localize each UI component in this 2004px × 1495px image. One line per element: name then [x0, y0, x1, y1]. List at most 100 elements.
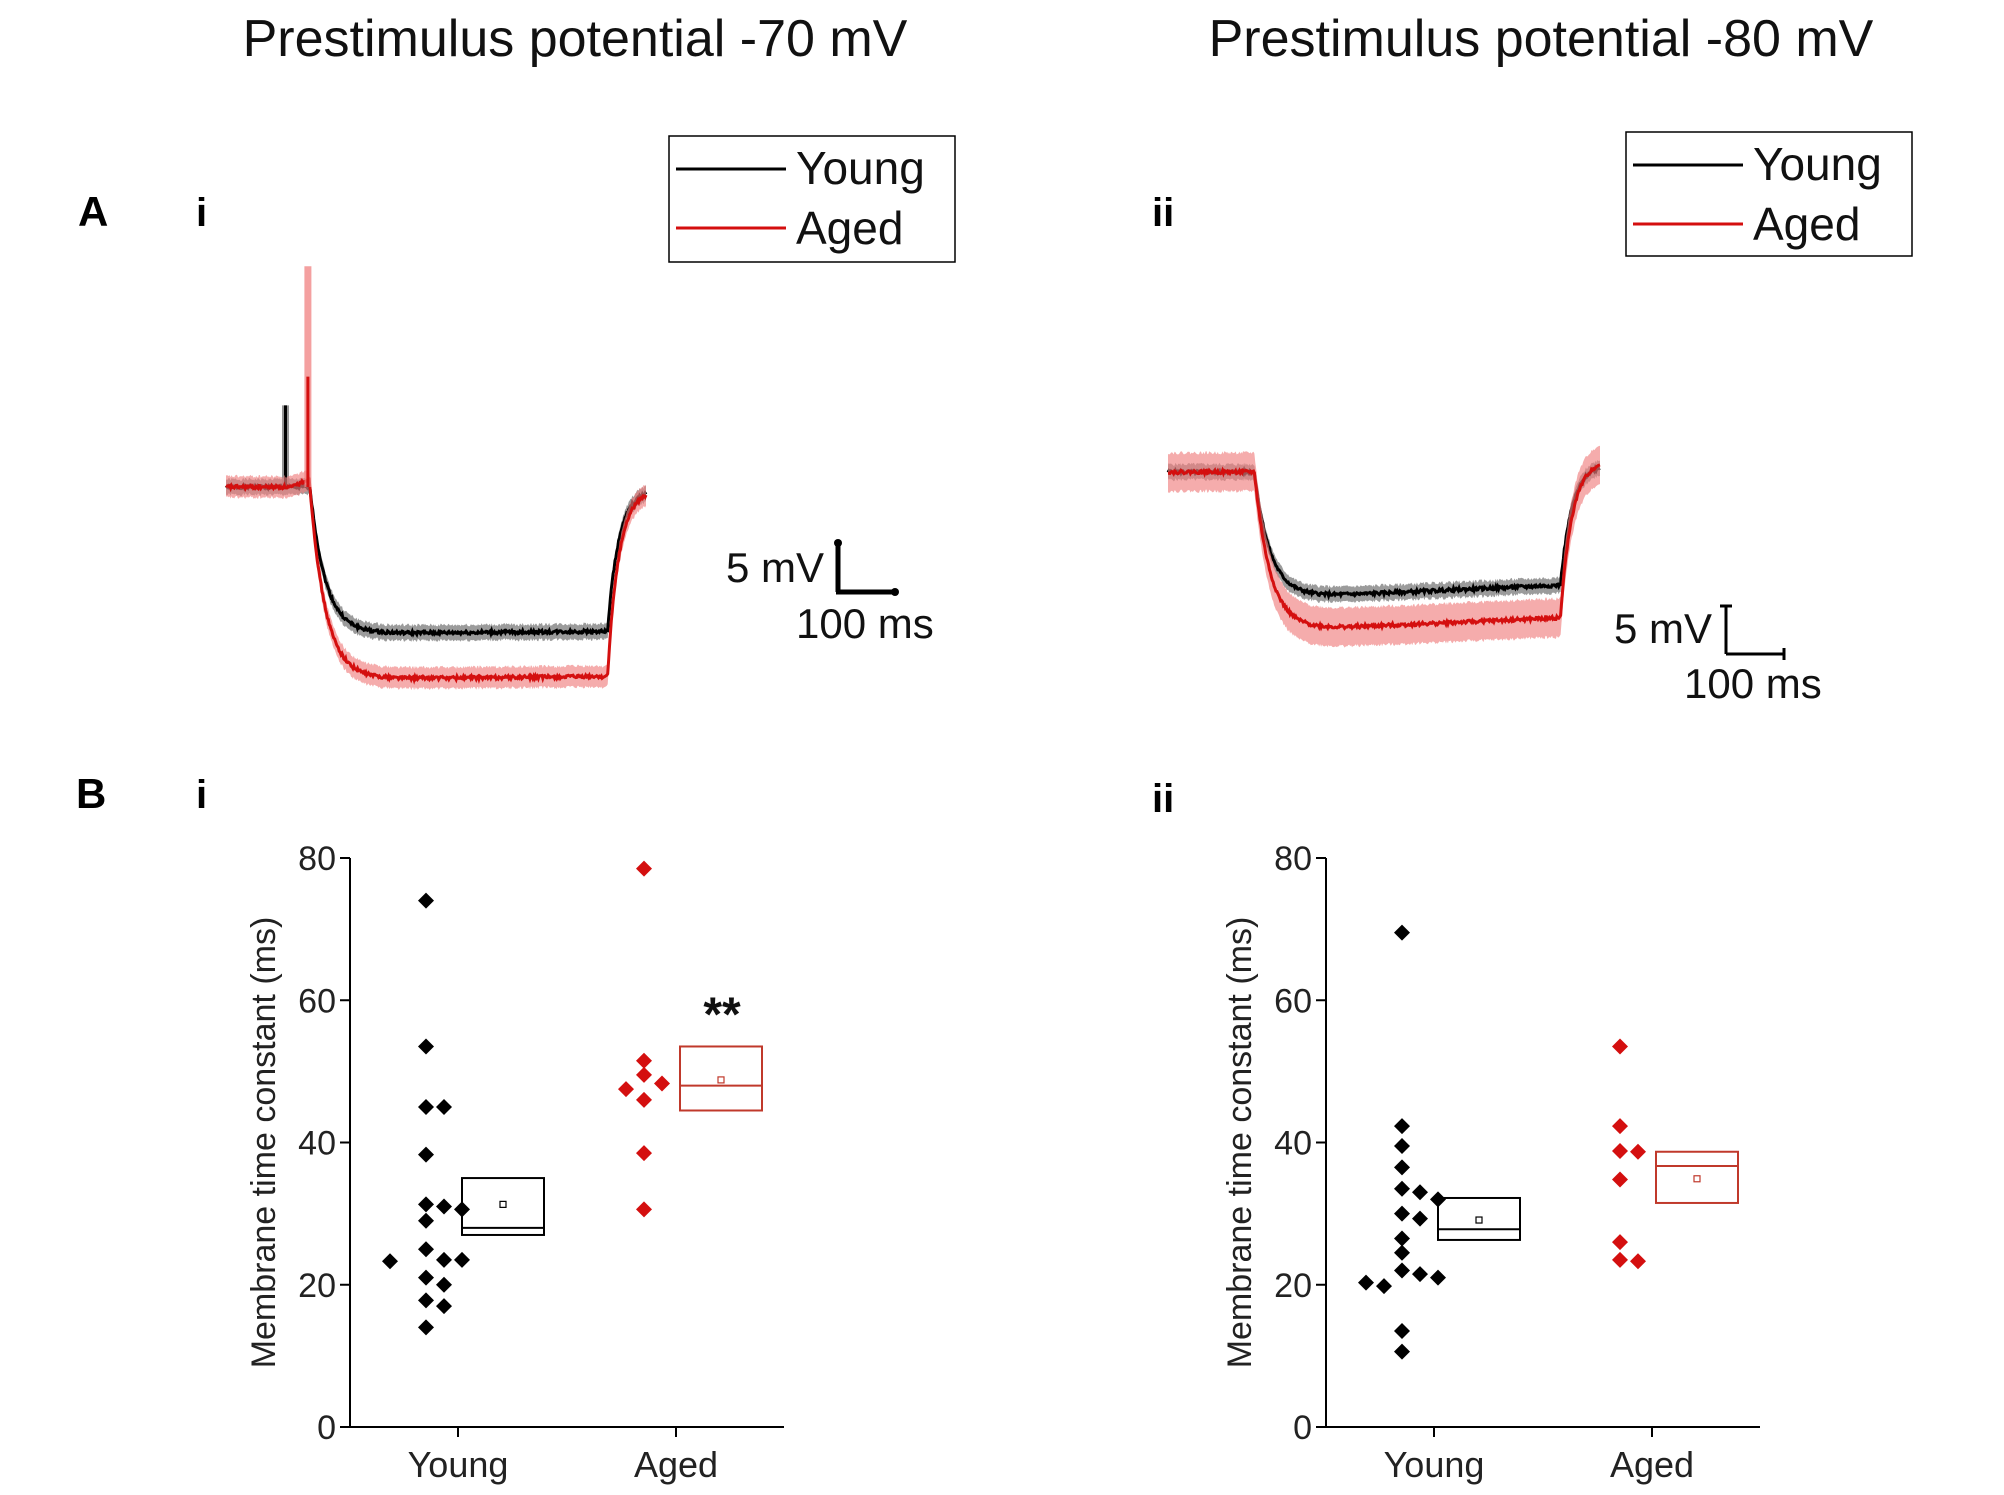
y-tick-label: 20 — [298, 1267, 336, 1305]
data-point-aged — [636, 1091, 652, 1108]
data-point-young — [418, 1212, 434, 1229]
trace-sem-band-young — [226, 477, 646, 643]
box-aged — [679, 1045, 763, 1112]
scatter-panel-Bii: 0 20 40 60 80 Membrane time constant (ms) Youn… — [1221, 840, 1760, 1485]
data-point-young — [454, 1251, 470, 1268]
box-young — [461, 1177, 545, 1236]
legend-aged-label: Aged — [796, 202, 903, 254]
trace-sem-band-aged — [1168, 445, 1600, 648]
y-tick-label: 0 — [1293, 1409, 1312, 1447]
data-point-aged — [1612, 1234, 1628, 1251]
box-aged — [1655, 1150, 1739, 1204]
data-point-young — [1412, 1210, 1428, 1227]
data-point-young — [418, 1292, 434, 1309]
data-point-young — [418, 1241, 434, 1258]
scalebar-cap — [834, 539, 842, 547]
scalebar-time-label: 100 ms — [1684, 660, 1822, 707]
data-point-aged — [654, 1075, 670, 1092]
box-mean-young — [499, 1200, 507, 1208]
data-point-aged — [1630, 1143, 1646, 1160]
data-point-aged — [1630, 1253, 1646, 1270]
y-tick-label: 60 — [298, 982, 336, 1020]
data-point-young — [436, 1298, 452, 1315]
data-point-young — [436, 1251, 452, 1268]
y-tick-label: 60 — [1274, 982, 1312, 1020]
legend-young-label: Young — [1753, 138, 1882, 190]
box-mean-young — [1475, 1216, 1483, 1224]
scatter-panel-Bi: 0 20 40 60 80 Membrane time constant (ms) Youn… — [245, 840, 784, 1485]
data-point-young — [436, 1276, 452, 1293]
legend-box — [668, 135, 956, 263]
panel-label-Bi: i — [196, 773, 207, 817]
trace-sem-band-aged — [226, 467, 646, 691]
x-tick-label: Young — [408, 1444, 509, 1485]
panel-label-B: B — [76, 770, 106, 817]
scalebar-time-label: 100 ms — [796, 600, 934, 647]
data-point-young — [1412, 1266, 1428, 1283]
data-point-aged — [618, 1081, 634, 1098]
x-tick-label: Young — [1384, 1444, 1485, 1485]
data-point-young — [418, 892, 434, 909]
panel-label-Aii: ii — [1152, 191, 1174, 235]
scalebar-cap — [891, 588, 899, 596]
data-point-aged — [636, 1201, 652, 1218]
data-point-aged — [636, 1066, 652, 1083]
scalebar-Aii: 5 mV 100 ms — [1614, 604, 1822, 707]
box-young — [1437, 1196, 1521, 1241]
y-tick-label: 80 — [1274, 840, 1312, 878]
y-tick-label: 40 — [298, 1125, 336, 1163]
data-point-young — [1394, 1343, 1410, 1360]
data-point-aged — [1612, 1038, 1628, 1055]
title-right: Prestimulus potential -80 mV — [1209, 10, 1874, 68]
panel-label-Ai: i — [196, 191, 207, 235]
y-tick-label: 20 — [1274, 1267, 1312, 1305]
data-point-young — [1394, 1262, 1410, 1279]
data-point-young — [1412, 1184, 1428, 1201]
legend-Ai: Young Aged — [668, 135, 956, 263]
data-point-young — [418, 1196, 434, 1213]
data-point-young — [1394, 924, 1410, 941]
data-point-young — [1394, 1205, 1410, 1222]
data-point-young — [1394, 1159, 1410, 1176]
data-point-aged — [636, 1052, 652, 1069]
data-point-young — [1394, 1138, 1410, 1155]
data-point-young — [1394, 1118, 1410, 1135]
significance-marker: ** — [703, 988, 741, 1041]
box-mean-aged — [717, 1076, 725, 1084]
trace-line-aged — [1167, 463, 1601, 632]
data-point-young — [1394, 1230, 1410, 1247]
voltage-traces-Aii — [1166, 445, 1601, 648]
data-point-young — [1394, 1244, 1410, 1261]
y-axis-label: Membrane time constant (ms) — [245, 917, 283, 1369]
data-point-young — [418, 1038, 434, 1055]
data-point-young — [418, 1146, 434, 1163]
legend-box — [1625, 131, 1913, 257]
data-point-young — [1394, 1322, 1410, 1339]
legend-young-label: Young — [796, 142, 925, 194]
data-point-young — [1358, 1274, 1374, 1291]
trace-line-young — [224, 481, 648, 639]
trace-line-aged — [225, 476, 648, 685]
data-point-young — [1394, 1180, 1410, 1197]
data-point-aged — [1612, 1251, 1628, 1268]
data-point-aged — [636, 860, 652, 877]
panel-label-Bii: ii — [1152, 777, 1174, 821]
y-tick-label: 0 — [317, 1409, 336, 1447]
data-point-aged — [1612, 1118, 1628, 1135]
data-point-young — [382, 1253, 398, 1270]
data-point-aged — [636, 1145, 652, 1162]
data-point-young — [418, 1319, 434, 1336]
data-point-young — [418, 1098, 434, 1115]
data-point-young — [418, 1269, 434, 1286]
legend-Aii: Young Aged — [1625, 131, 1913, 257]
data-point-aged — [1612, 1143, 1628, 1160]
scalebar-voltage-label: 5 mV — [726, 544, 824, 591]
scalebar-voltage-label: 5 mV — [1614, 605, 1712, 652]
data-point-young — [1430, 1269, 1446, 1286]
y-tick-label: 40 — [1274, 1125, 1312, 1163]
scalebar-Ai: 5 mV 100 ms — [726, 539, 934, 647]
y-axis-label: Membrane time constant (ms) — [1221, 917, 1259, 1369]
title-left: Prestimulus potential -70 mV — [243, 10, 908, 68]
panel-label-A: A — [78, 188, 108, 235]
data-point-young — [436, 1198, 452, 1215]
